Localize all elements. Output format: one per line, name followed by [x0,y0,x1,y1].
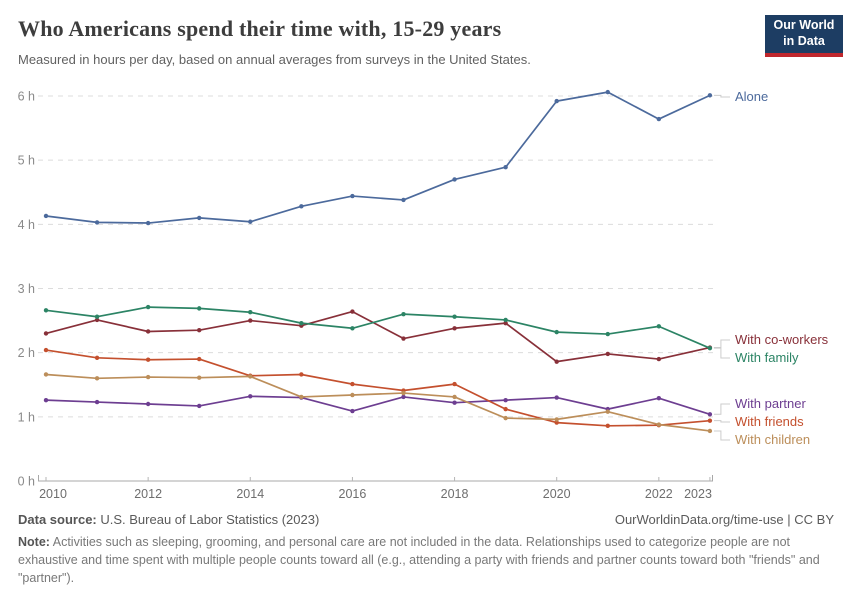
note-text: Activities such as sleeping, grooming, a… [18,535,820,585]
x-axis-tick-label: 2014 [236,487,264,501]
y-axis-tick-label: 4 h [18,218,35,232]
owid-license-link[interactable]: OurWorldinData.org/time-use | CC BY [614,512,834,527]
y-axis-tick-label: 3 h [18,282,35,296]
x-axis-tick-label: 2022 [645,487,673,501]
data-source-text: U.S. Bureau of Labor Statistics (2023) [96,512,320,527]
x-axis-tick-label: 2010 [39,487,67,501]
data-source-label: Data source: [18,512,97,527]
note-label: Note: [18,535,50,549]
x-axis-tick-label: 2018 [441,487,469,501]
y-axis-tick-label: 5 h [18,154,35,168]
data-source: Data source: U.S. Bureau of Labor Statis… [18,512,319,527]
legend-label-coworkers[interactable]: With co-workers [735,332,829,347]
chart-note: Note: Activities such as sleeping, groom… [18,534,834,587]
legend-label-children[interactable]: With children [735,432,811,447]
x-axis-tick-label: 2016 [339,487,367,501]
x-axis-tick-label: 2012 [134,487,162,501]
x-axis-tick-label: 2023 [684,487,712,501]
y-axis-tick-label: 0 h [18,475,35,489]
x-axis-tick-label: 2020 [543,487,571,501]
owid-logo[interactable]: Our World in Data [765,15,843,57]
y-axis-tick-label: 1 h [18,410,35,424]
legend-label-partner[interactable]: With partner [735,396,806,411]
time-use-line-chart: 0 h 1 h 2 h 3 h 4 h 5 h 6 h 2010 2012 2014 2016 201… [18,89,730,501]
legend-label-friends[interactable]: With friends [735,414,804,429]
chart-footer: Data source: U.S. Bureau of Labor Statis… [18,512,834,587]
y-axis-tick-label: 6 h [18,89,35,103]
owid-logo-line2: in Data [783,34,825,48]
y-axis-tick-label: 2 h [18,346,35,360]
page-title: Who Americans spend their time with, 15-… [18,16,502,41]
legend-label-alone[interactable]: Alone [735,89,769,104]
owid-logo-line1: Our World [773,18,835,33]
page-subtitle: Measured in hours per day, based on annu… [18,52,531,67]
legend-label-family[interactable]: With family [735,350,799,365]
